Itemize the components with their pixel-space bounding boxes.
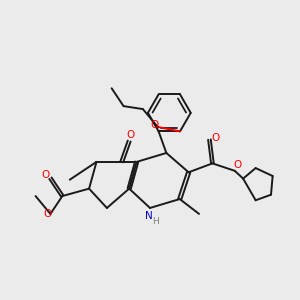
Text: H: H xyxy=(152,217,159,226)
Text: O: O xyxy=(43,209,52,219)
Text: O: O xyxy=(150,120,158,130)
Text: O: O xyxy=(41,170,49,180)
Text: O: O xyxy=(211,133,220,143)
Text: N: N xyxy=(145,211,152,221)
Text: O: O xyxy=(234,160,242,170)
Text: O: O xyxy=(127,130,135,140)
